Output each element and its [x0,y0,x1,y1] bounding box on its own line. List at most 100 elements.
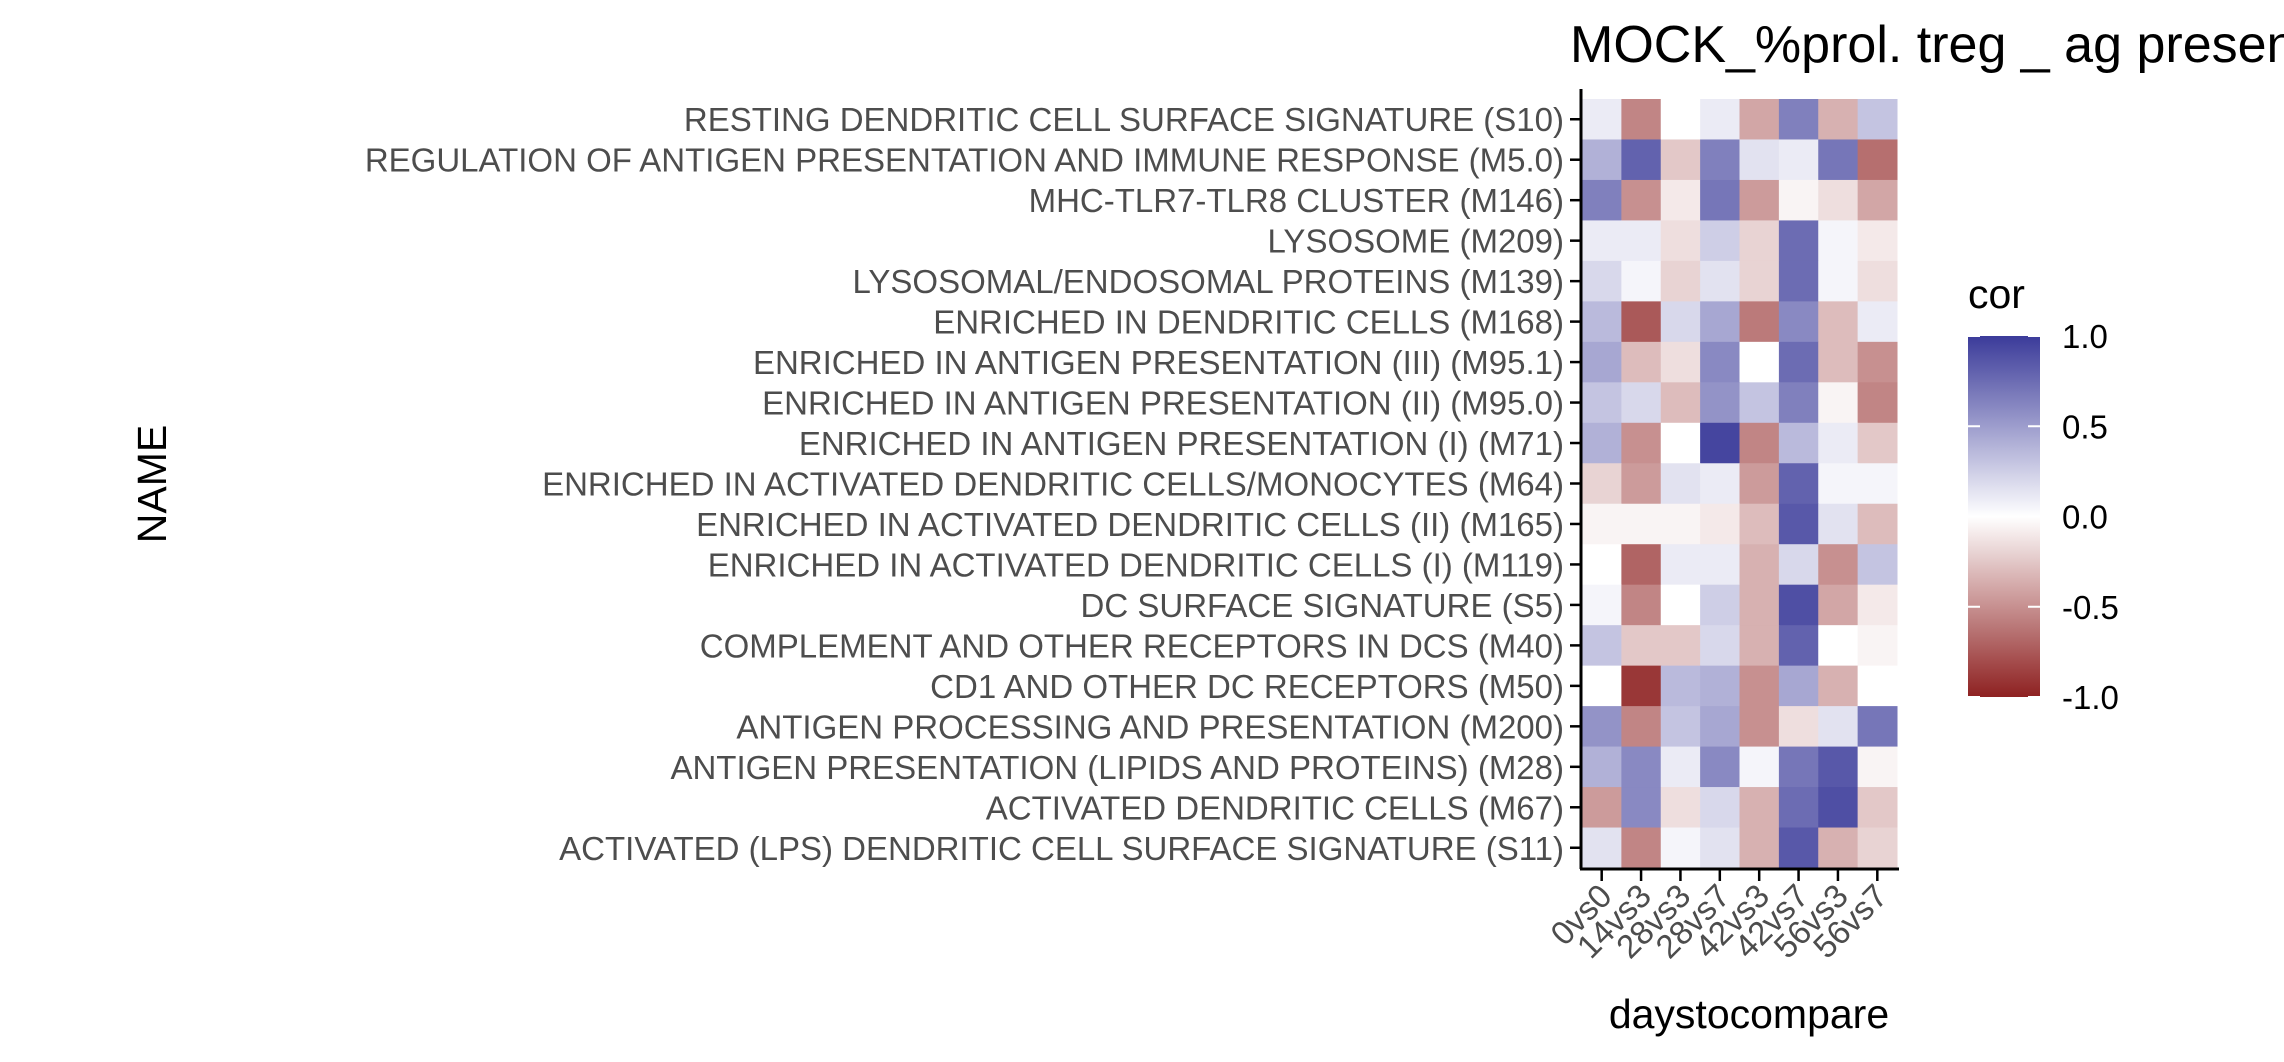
heatmap-cell [1739,503,1780,545]
heatmap-cell [1857,746,1898,788]
heatmap-cell [1739,625,1780,667]
heatmap-cell [1857,463,1898,505]
heatmap-cell [1739,787,1780,829]
heatmap-cell [1660,382,1701,424]
legend-tick-label: -1.0 [2062,679,2119,716]
heatmap-cell [1700,220,1741,262]
heatmap-cell [1700,503,1741,545]
heatmap-cell [1818,544,1859,586]
heatmap-cell [1857,301,1898,343]
y-tick-labels: RESTING DENDRITIC CELL SURFACE SIGNATURE… [365,101,1564,867]
heatmap-cell [1700,625,1741,667]
heatmap-cell [1857,665,1898,707]
heatmap-cell [1660,220,1701,262]
heatmap-cell [1660,260,1701,302]
legend-tick-label: -0.5 [2062,589,2119,626]
heatmap-cell [1818,827,1859,869]
y-tick-label: MHC-TLR7-TLR8 CLUSTER (M146) [1029,182,1564,219]
heatmap-cell [1778,787,1819,829]
heatmap-cell [1778,382,1819,424]
heatmap-cell [1818,260,1859,302]
heatmap-cell [1621,827,1662,869]
heatmap-cell [1582,746,1622,788]
heatmap-cell [1700,746,1741,788]
heatmap-cell [1660,301,1701,343]
heatmap-cell [1818,463,1859,505]
heatmap-cell [1660,787,1701,829]
heatmap-cell [1778,260,1819,302]
heatmap-cell [1739,544,1780,586]
heatmap-cell [1739,584,1780,626]
heatmap-cell [1778,665,1819,707]
heatmap-cell [1857,544,1898,586]
heatmap-cell [1739,99,1780,140]
heatmap-cell [1778,179,1819,221]
chart-title: MOCK_%prol. treg _ ag presentation [1570,16,2284,74]
heatmap-cell [1739,220,1780,262]
heatmap-cell [1700,301,1741,343]
heatmap-cell [1778,706,1819,748]
heatmap-cell [1778,584,1819,626]
y-tick-label: ENRICHED IN ACTIVATED DENDRITIC CELLS/MO… [542,466,1564,503]
heatmap-cell [1700,341,1741,383]
heatmap-cell [1621,706,1662,748]
heatmap-cell [1621,503,1662,545]
heatmap-cell [1700,422,1741,464]
heatmap-cell [1818,746,1859,788]
heatmap-cell [1621,139,1662,181]
heatmap-cell [1857,827,1898,869]
heatmap-cell [1582,665,1622,707]
heatmap-cell [1739,260,1780,302]
heatmap-cell [1660,706,1701,748]
heatmap-cell [1621,179,1662,221]
heatmap-cell [1778,139,1819,181]
heatmap-cell [1818,220,1859,262]
heatmap-cell [1857,220,1898,262]
heatmap-cell [1857,625,1898,667]
y-tick-label: ANTIGEN PRESENTATION (LIPIDS AND PROTEIN… [670,749,1564,786]
heatmap-cell [1621,99,1662,140]
heatmap-cell [1818,179,1859,221]
heatmap-cell [1582,584,1622,626]
heatmap-cell [1660,463,1701,505]
heatmap-cell [1739,746,1780,788]
heatmap-cell [1739,382,1780,424]
heatmap-cell [1582,787,1622,829]
heatmap-cell [1818,139,1859,181]
heatmap-cell [1818,301,1859,343]
heatmap-cell [1818,422,1859,464]
heatmap-cell [1660,584,1701,626]
heatmap-cell [1582,463,1622,505]
heatmap-cell [1857,260,1898,302]
heatmap-cell [1818,584,1859,626]
heatmap-cell [1739,341,1780,383]
heatmap-cell [1582,179,1622,221]
heatmap-cell [1700,787,1741,829]
heatmap-cell [1818,706,1859,748]
heatmap-cell [1621,260,1662,302]
y-tick-label: ENRICHED IN ANTIGEN PRESENTATION (I) (M7… [799,425,1564,462]
y-tick-label: LYSOSOMAL/ENDOSOMAL PROTEINS (M139) [853,263,1565,300]
heatmap-cell [1660,625,1701,667]
heatmap-cell [1857,382,1898,424]
heatmap-cell [1739,463,1780,505]
heatmap-cell [1818,99,1859,140]
heatmap-cell [1660,179,1701,221]
heatmap-cell [1621,544,1662,586]
y-tick-label: ACTIVATED (LPS) DENDRITIC CELL SURFACE S… [559,830,1564,867]
heatmap-cell [1778,463,1819,505]
heatmap-cell [1818,341,1859,383]
heatmap-cell [1660,827,1701,869]
heatmap-cell [1700,463,1741,505]
heatmap-cell [1700,260,1741,302]
heatmap-cell [1739,706,1780,748]
heatmap-cell [1857,706,1898,748]
heatmap-cell [1818,665,1859,707]
heatmap-cell [1818,787,1859,829]
axes [1570,89,1899,881]
heatmap-cell [1582,422,1622,464]
heatmap-cell [1739,422,1780,464]
heatmap-cell [1739,827,1780,869]
